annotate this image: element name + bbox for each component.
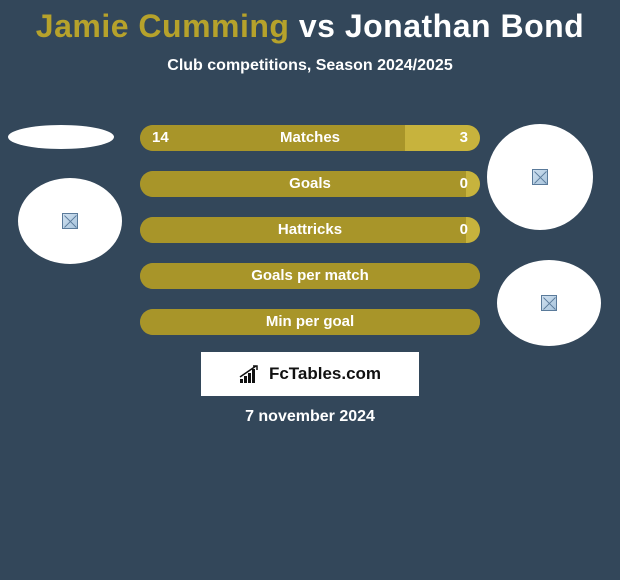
stat-row: Min per goal — [140, 309, 480, 335]
bar-value-right: 0 — [460, 217, 468, 243]
bar-label: Hattricks — [140, 217, 480, 243]
bar-label: Goals — [140, 171, 480, 197]
stats-bars: Matches143Goals0Hattricks0Goals per matc… — [140, 125, 480, 355]
date-text: 7 november 2024 — [0, 408, 620, 426]
vs-text: vs — [299, 8, 336, 44]
stat-row: Matches14 3 — [140, 125, 480, 151]
stat-row: Goals per match — [140, 263, 480, 289]
stat-row: Hattricks0 — [140, 217, 480, 243]
logo-text: FcTables.com — [269, 364, 381, 384]
image-placeholder-icon — [541, 295, 557, 311]
player1-name: Jamie Cumming — [36, 8, 290, 44]
bar-value-left: 14 — [152, 125, 169, 151]
image-placeholder-icon — [532, 169, 548, 185]
subtitle: Club competitions, Season 2024/2025 — [0, 57, 620, 75]
avatar-ellipse — [18, 178, 122, 264]
chart-icon — [239, 364, 263, 384]
player2-name: Jonathan Bond — [345, 8, 584, 44]
bar-label: Min per goal — [140, 309, 480, 335]
avatar-ellipse — [497, 260, 601, 346]
bar-value-right: 0 — [460, 171, 468, 197]
bar-label: Matches — [140, 125, 480, 151]
image-placeholder-icon — [62, 213, 78, 229]
fctables-logo: FcTables.com — [201, 352, 419, 396]
avatar-ellipse — [487, 124, 593, 230]
comparison-title: Jamie Cumming vs Jonathan Bond — [0, 0, 620, 45]
stat-row: Goals0 — [140, 171, 480, 197]
bar-label: Goals per match — [140, 263, 480, 289]
bar-value-right: 3 — [460, 125, 468, 151]
avatar-ellipse — [8, 125, 114, 149]
